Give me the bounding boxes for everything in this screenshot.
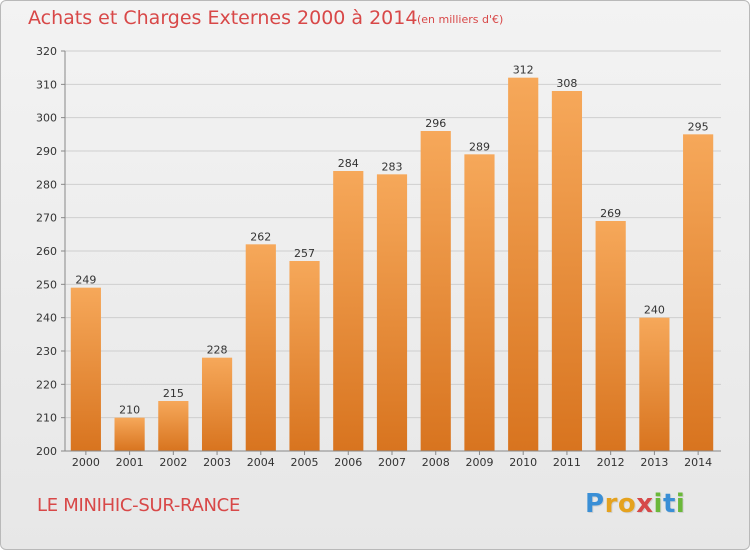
y-tick-label: 290 <box>36 145 57 158</box>
x-tick-label: 2014 <box>684 456 712 469</box>
y-tick-label: 310 <box>36 78 57 91</box>
bar-value-label: 289 <box>469 140 490 153</box>
x-tick-label: 2006 <box>334 456 362 469</box>
brand-letter: P <box>585 489 605 519</box>
bar-value-label: 262 <box>250 230 271 243</box>
brand-letter: r <box>604 489 618 519</box>
y-tick-label: 240 <box>36 312 57 325</box>
bar-value-label: 284 <box>338 157 359 170</box>
chart-subtitle: (en milliers d'€) <box>417 13 504 26</box>
x-tick-label: 2009 <box>465 456 493 469</box>
x-tick-label: 2001 <box>116 456 144 469</box>
bar-value-label: 296 <box>425 117 446 130</box>
bar-value-label: 312 <box>513 64 534 77</box>
bar <box>158 401 189 451</box>
y-tick-label: 210 <box>36 412 57 425</box>
bar <box>595 221 626 451</box>
brand-letter: x <box>636 489 654 519</box>
bar-value-label: 257 <box>294 247 315 260</box>
x-tick-label: 2011 <box>553 456 581 469</box>
bar-value-label: 228 <box>207 344 228 357</box>
y-tick-label: 320 <box>36 45 57 58</box>
x-tick-label: 2004 <box>247 456 275 469</box>
y-tick-label: 200 <box>36 445 57 458</box>
city-name: LE MINIHIC-SUR-RANCE <box>37 495 241 516</box>
bar-value-label: 295 <box>688 120 709 133</box>
bar-value-label: 269 <box>600 207 621 220</box>
bar-value-label: 240 <box>644 304 665 317</box>
x-tick-label: 2007 <box>378 456 406 469</box>
bar <box>551 91 583 451</box>
bar-value-label: 308 <box>556 77 577 90</box>
bar-value-label: 215 <box>163 387 184 400</box>
y-tick-label: 270 <box>36 212 57 225</box>
brand-letter: i <box>675 489 686 519</box>
x-tick-label: 2003 <box>203 456 231 469</box>
bar <box>420 131 451 451</box>
bar <box>289 261 320 451</box>
bar <box>70 287 101 451</box>
x-tick-label: 2010 <box>509 456 537 469</box>
y-tick-label: 250 <box>36 278 57 291</box>
bar <box>683 134 714 452</box>
x-tick-label: 2002 <box>159 456 187 469</box>
axes: 200 210 220 230 240 250 260 270 280 290 300 310 320 2… <box>36 45 721 469</box>
bar <box>333 171 364 451</box>
bars: 249 210 215 228 262 257 284 283 296 289 312 308 269 2… <box>70 64 714 452</box>
brand-letter: t <box>662 489 676 519</box>
brand-letter: o <box>617 489 637 519</box>
proxiti-logo: Proxiti <box>585 489 685 519</box>
x-tick-label: 2012 <box>597 456 625 469</box>
brand-letter: i <box>653 489 663 519</box>
x-tick-label: 2000 <box>72 456 100 469</box>
y-tick-label: 280 <box>36 178 57 191</box>
bar <box>245 244 276 451</box>
y-tick-label: 300 <box>36 112 57 125</box>
x-tick-label: 2008 <box>422 456 450 469</box>
bar-value-label: 210 <box>119 404 140 417</box>
bar-value-label: 249 <box>75 274 96 287</box>
bar <box>114 417 145 451</box>
y-tick-label: 260 <box>36 245 57 258</box>
bar <box>639 317 670 451</box>
x-tick-label: 2013 <box>640 456 668 469</box>
bar <box>201 357 233 451</box>
chart-title: Achats et Charges Externes 2000 à 2014 <box>28 7 418 29</box>
y-tick-label: 230 <box>36 345 57 358</box>
bar <box>376 174 408 452</box>
x-tick-label: 2005 <box>291 456 319 469</box>
bar <box>508 77 539 452</box>
bar <box>464 154 495 452</box>
y-tick-label: 220 <box>36 378 57 391</box>
bar-value-label: 283 <box>382 160 403 173</box>
